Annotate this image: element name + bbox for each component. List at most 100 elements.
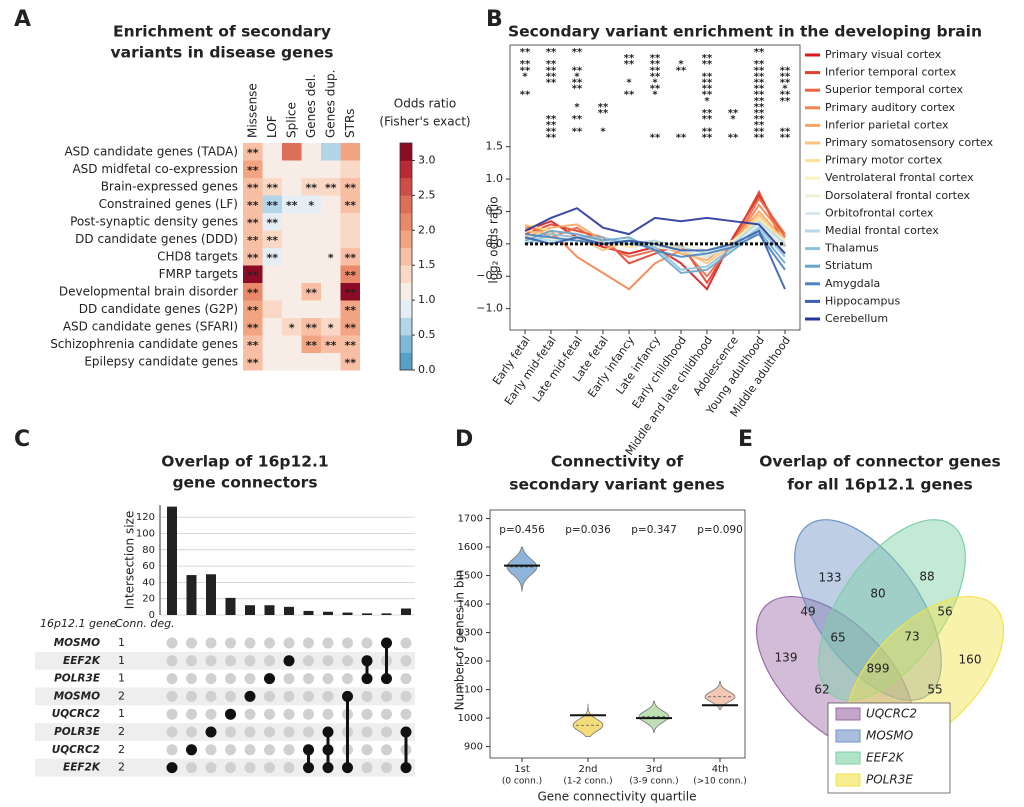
matrix-dot xyxy=(264,762,275,774)
matrix-dot xyxy=(264,655,275,667)
significance: ** xyxy=(247,199,259,212)
heat-cell xyxy=(282,160,302,178)
bar xyxy=(225,597,236,615)
significance: ** xyxy=(676,132,687,143)
row-header: 16p12.1 gene xyxy=(40,617,117,630)
heat-cell xyxy=(262,265,282,283)
member-dot xyxy=(166,762,178,774)
matrix-dot xyxy=(303,690,314,702)
significance: ** xyxy=(305,339,317,352)
matrix-dot xyxy=(244,655,256,667)
region-count: 160 xyxy=(959,653,982,667)
row-label: ASD midfetal co-expression xyxy=(72,162,238,176)
row-label: ASD candidate genes (TADA) xyxy=(64,144,238,158)
matrix-dot xyxy=(225,690,236,702)
matrix-dot xyxy=(361,744,373,756)
y-axis-label: log₂ odds ratio xyxy=(487,196,501,283)
matrix-dot xyxy=(166,690,178,702)
row-gene: UQCRC2 xyxy=(52,744,100,756)
chart-title: variants in disease genes xyxy=(111,44,334,62)
matrix-dot xyxy=(361,690,373,702)
panel-label: E xyxy=(738,427,753,452)
row-gene: MOSMO xyxy=(54,637,100,649)
matrix-dot xyxy=(400,637,412,649)
heat-cell xyxy=(340,195,360,213)
significance: ** xyxy=(754,132,765,143)
member-dot xyxy=(264,673,275,685)
significance: * xyxy=(328,252,334,265)
significance: * xyxy=(678,59,684,70)
row-degree: 1 xyxy=(118,672,125,685)
heat-cell xyxy=(243,230,263,248)
significance: ** xyxy=(728,108,739,119)
matrix-dot xyxy=(166,726,178,738)
row-degree: 1 xyxy=(118,707,125,720)
colorbar-step xyxy=(400,160,412,179)
p-value: p=0.347 xyxy=(631,524,677,536)
bar xyxy=(401,608,411,615)
heat-cell xyxy=(301,230,321,248)
member-dot xyxy=(225,708,236,720)
row-gene: MOSMO xyxy=(54,690,100,702)
heat-cell xyxy=(321,178,341,196)
legend-label: MOSMO xyxy=(866,729,913,743)
panel-label: B xyxy=(486,7,503,32)
x-tick-note: (0 conn.) xyxy=(502,777,542,787)
significance: ** xyxy=(344,252,356,265)
member-dot xyxy=(361,655,373,667)
significance: ** xyxy=(546,47,557,58)
legend-label: Medial frontal cortex xyxy=(825,224,939,237)
significance: ** xyxy=(325,339,337,352)
significance: ** xyxy=(624,90,635,101)
column-label: Splice xyxy=(284,102,298,138)
significance: ** xyxy=(754,71,765,82)
significance: ** xyxy=(247,182,259,195)
series-line xyxy=(524,193,786,291)
significance: ** xyxy=(572,114,583,125)
matrix-dot xyxy=(244,762,256,774)
matrix-dot xyxy=(283,744,295,756)
heat-cell xyxy=(340,265,360,283)
row-degree: 2 xyxy=(118,743,125,756)
matrix-dot xyxy=(283,690,295,702)
series-line xyxy=(524,189,786,285)
heat-cell xyxy=(262,335,282,353)
heat-cell xyxy=(262,160,282,178)
violin xyxy=(506,546,538,592)
significance: ** xyxy=(305,322,317,335)
significance: ** xyxy=(780,71,791,82)
region-count: 55 xyxy=(927,683,942,697)
legend-label: Hippocampus xyxy=(825,294,900,307)
colorbar-label: Odds ratio xyxy=(394,97,456,111)
x-tick-note: (3-9 conn.) xyxy=(629,777,678,787)
heat-cell xyxy=(321,335,341,353)
significance: ** xyxy=(702,84,713,95)
significance: ** xyxy=(546,78,557,89)
member-dot xyxy=(342,762,353,774)
matrix-dot xyxy=(205,744,217,756)
significance: ** xyxy=(702,59,713,70)
bar xyxy=(245,605,255,615)
member-dot xyxy=(205,726,217,738)
significance: ** xyxy=(286,199,298,212)
significance: ** xyxy=(598,102,609,113)
region-count: 49 xyxy=(800,605,815,619)
region-count: 62 xyxy=(814,683,829,697)
matrix-dot xyxy=(264,690,275,702)
significance: ** xyxy=(546,120,557,131)
violin xyxy=(704,680,736,710)
significance: ** xyxy=(728,132,739,143)
member-dot xyxy=(361,673,373,685)
legend-swatch xyxy=(835,729,861,743)
matrix-dot xyxy=(205,690,217,702)
matrix-dot xyxy=(303,726,314,738)
row-gene: POLR3E xyxy=(54,673,101,685)
y-tick-label: 1400 xyxy=(458,599,483,610)
chart-title: Connectivity of xyxy=(551,453,683,471)
colorbar-tick-label: 0.0 xyxy=(418,363,436,376)
matrix-dot xyxy=(283,726,295,738)
significance: * xyxy=(522,71,528,82)
chart-title: Enrichment of secondary xyxy=(113,23,331,41)
significance: ** xyxy=(780,126,791,137)
significance: * xyxy=(328,322,334,335)
